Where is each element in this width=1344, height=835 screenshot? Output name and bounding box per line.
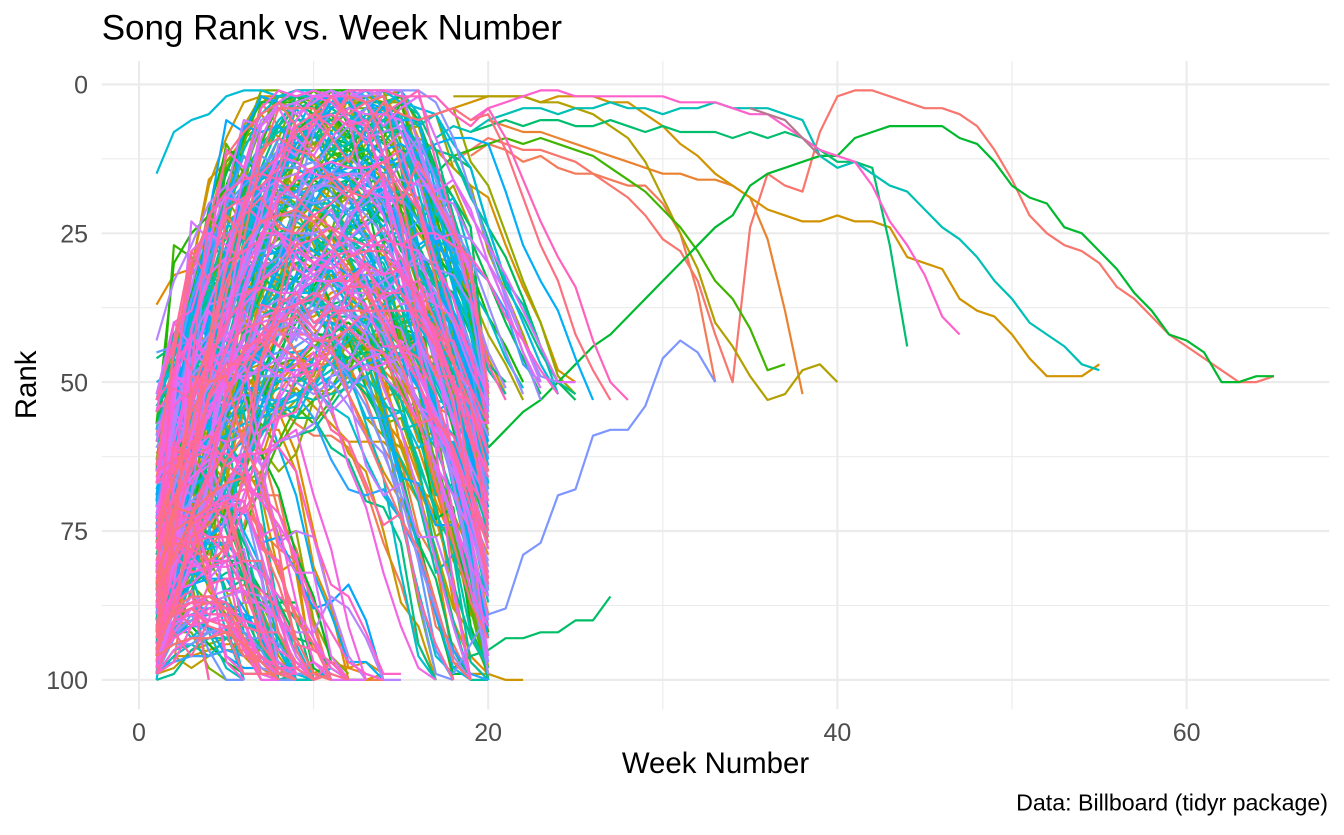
svg-text:60: 60 — [1173, 719, 1201, 747]
svg-text:50: 50 — [60, 369, 88, 397]
svg-text:20: 20 — [474, 719, 502, 747]
svg-text:0: 0 — [132, 719, 146, 747]
svg-text:100: 100 — [46, 667, 88, 695]
svg-text:40: 40 — [823, 719, 851, 747]
svg-text:Week Number: Week Number — [622, 747, 810, 780]
svg-text:75: 75 — [60, 518, 88, 546]
svg-text:25: 25 — [60, 221, 88, 249]
svg-text:Data: Billboard (tidyr package: Data: Billboard (tidyr package) — [1016, 790, 1328, 816]
svg-text:Rank: Rank — [10, 350, 43, 419]
svg-text:Song Rank vs. Week Number: Song Rank vs. Week Number — [102, 9, 563, 48]
svg-text:0: 0 — [74, 72, 88, 100]
